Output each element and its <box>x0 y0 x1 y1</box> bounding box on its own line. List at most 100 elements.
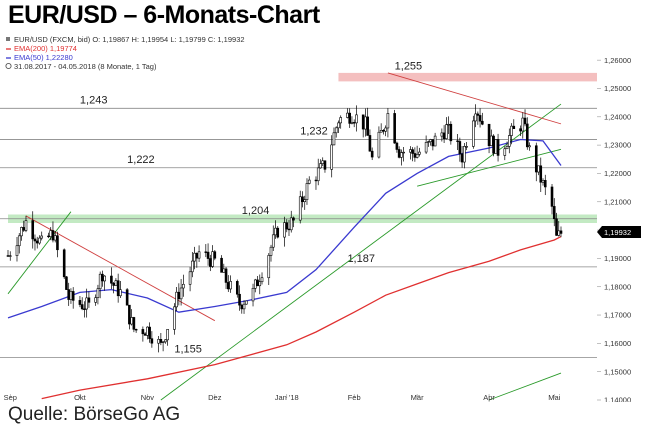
candle-body <box>53 235 57 241</box>
candle-body <box>496 139 500 156</box>
chart-title: EUR/USD – 6-Monats-Chart <box>8 1 320 29</box>
candle-body <box>490 135 493 146</box>
candle-body <box>209 258 212 267</box>
candle-body <box>402 151 405 154</box>
candle-body <box>164 339 167 343</box>
candle-body <box>179 287 183 300</box>
candle-body <box>211 251 214 267</box>
candle-body <box>487 123 491 146</box>
candle-body <box>382 130 385 132</box>
candle-body <box>352 122 356 124</box>
candle-body <box>512 125 516 130</box>
legend-ohlc: EUR/USD (FXCM, bid) O: 1,19867 H: 1,1995… <box>14 35 245 44</box>
candle-body <box>188 271 192 285</box>
candle-body <box>80 304 84 310</box>
candle-body <box>227 282 230 290</box>
candle-body <box>98 273 102 290</box>
candle-body <box>525 123 529 148</box>
candle-body <box>238 293 241 306</box>
candle-body <box>62 249 66 278</box>
x-tick-label: Feb <box>348 393 361 402</box>
candle-body <box>78 300 82 305</box>
last-price-label: 1,19932 <box>604 228 631 237</box>
x-tick-label: Nov <box>141 393 155 402</box>
x-tick-label: Jan '18 <box>275 393 299 402</box>
candle-body <box>523 117 527 125</box>
candle-body <box>159 339 163 343</box>
candle-body <box>157 339 160 344</box>
candle-body <box>235 281 239 295</box>
candle-body <box>413 153 417 158</box>
candle-body <box>433 135 437 147</box>
candle-body <box>285 222 289 230</box>
candle-body <box>292 217 295 221</box>
y-tick-label: 1,18000 <box>604 282 631 291</box>
candle-body <box>543 180 547 188</box>
candle-body <box>56 235 59 251</box>
candle-body <box>38 237 41 244</box>
candle-body <box>283 222 286 238</box>
candle-body <box>307 179 311 184</box>
candle-body <box>400 152 403 158</box>
candle-body <box>175 291 178 308</box>
candle-body <box>182 283 185 289</box>
candle-body <box>289 217 293 231</box>
candle-body <box>143 333 147 336</box>
y-tick-label: 1,22000 <box>604 169 631 178</box>
candle-body <box>521 117 525 132</box>
clock-icon <box>5 62 12 70</box>
candle-body <box>528 145 531 148</box>
candle-body <box>481 120 484 125</box>
candle-body <box>17 235 21 247</box>
candle-body <box>40 235 44 239</box>
candle-body <box>166 329 169 341</box>
candle-body <box>301 196 304 203</box>
candle-body <box>552 206 556 220</box>
x-tick-label: Apr <box>483 393 495 402</box>
candle-body <box>427 141 430 143</box>
candlestick-chart: 1,255 1,243 1,232 1,222 1,204 1,187 1,155 1,26… <box>0 35 641 402</box>
candle-body <box>503 148 507 156</box>
y-tick-label: 1,19000 <box>604 254 631 263</box>
candle-body <box>364 116 367 130</box>
candle-body <box>65 276 68 290</box>
x-tick-label: Dez <box>208 393 222 402</box>
y-tick-label: 1,15000 <box>604 367 631 376</box>
level-layer: 1,255 1,243 1,232 1,222 1,204 1,187 1,155 <box>0 60 597 358</box>
level-label: 1,255 <box>395 60 423 72</box>
level-label: 1,187 <box>347 253 375 265</box>
candle-body <box>103 275 106 282</box>
candle-body <box>555 218 558 236</box>
candle-body <box>258 281 262 287</box>
candle-body <box>370 150 374 158</box>
candle-body <box>274 227 277 236</box>
candle-body <box>213 251 217 259</box>
candle-body <box>519 128 522 132</box>
candle-body <box>557 230 561 236</box>
candle-body <box>49 230 53 237</box>
x-tick-label: Okt <box>74 393 87 402</box>
candle-body <box>114 280 118 286</box>
candle-body <box>244 300 248 305</box>
candle-body <box>276 227 280 238</box>
candle-body <box>240 304 244 310</box>
candle-body <box>305 183 309 200</box>
candle-body <box>339 117 342 124</box>
resistance-zone <box>338 72 597 82</box>
candle-body <box>85 297 88 310</box>
candle-body <box>346 112 349 118</box>
y-tick-label: 1,23000 <box>604 141 631 150</box>
candle-body <box>269 246 273 256</box>
candle-body <box>537 165 540 173</box>
candle-body <box>366 116 369 136</box>
candle-body <box>271 234 275 248</box>
candle-body <box>251 287 255 302</box>
candle-body <box>474 113 477 122</box>
symbol-square-icon <box>6 37 10 41</box>
candle-body <box>197 251 201 259</box>
x-tick-label: Sep <box>4 393 17 402</box>
candle-body <box>361 114 365 130</box>
last-price-box <box>597 226 641 239</box>
candle-body <box>229 281 232 290</box>
source-footer: Quelle: BörseGo AG <box>8 404 181 425</box>
